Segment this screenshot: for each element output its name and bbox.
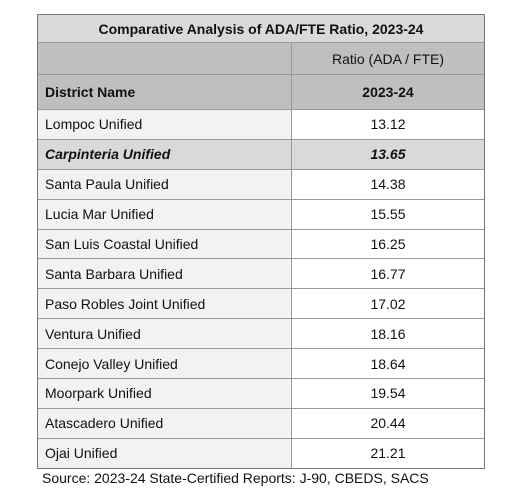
table-row: Santa Paula Unified 14.38: [38, 168, 484, 199]
source-note: Source: 2023-24 State-Certified Reports:…: [42, 470, 429, 486]
table-row: Santa Barbara Unified 16.77: [38, 258, 484, 289]
table-cell: 16.77: [370, 265, 406, 282]
table-cell: 20.44: [370, 415, 406, 432]
table-cell: Ojai Unified: [38, 438, 292, 468]
table-cell: Santa Barbara Unified: [38, 259, 292, 289]
table-row: Atascadero Unified 20.44: [38, 407, 484, 438]
table-cell: Moorpark Unified: [38, 379, 292, 408]
table-cell: Ventura Unified: [38, 319, 292, 349]
table: Comparative Analysis of ADA/FTE Ratio, 2…: [37, 14, 485, 469]
table-title: Comparative Analysis of ADA/FTE Ratio, 2…: [38, 15, 484, 42]
header-cell: 2023-24: [362, 84, 414, 100]
table-cell: 17.02: [370, 295, 406, 312]
header-cell: Ratio (ADA / FTE): [331, 50, 445, 67]
table-row: Lucia Mar Unified 15.55: [38, 198, 484, 229]
table-cell: 13.12: [370, 116, 406, 133]
table-row: Conejo Valley Unified 18.64: [38, 348, 484, 379]
table-cell: Carpinteria Unified: [38, 139, 292, 169]
table-cell: Lucia Mar Unified: [38, 199, 292, 229]
table-cell: Paso Robles Joint Unified: [38, 289, 292, 319]
header-row: District Name 2023-24: [38, 74, 484, 109]
table-cell: 15.55: [370, 206, 406, 223]
table-row: Moorpark Unified 19.54: [38, 378, 484, 408]
table-row: Ojai Unified 21.21: [38, 437, 484, 468]
table-cell: 19.54: [370, 385, 406, 402]
table-cell: Santa Paula Unified: [38, 169, 292, 199]
table-row: San Luis Coastal Unified 16.25: [38, 228, 484, 259]
table-cell: 16.25: [370, 236, 406, 252]
table-row: Lompoc Unified 13.12: [38, 109, 484, 139]
title-row: Comparative Analysis of ADA/FTE Ratio, 2…: [38, 15, 484, 42]
table-cell: Conejo Valley Unified: [38, 349, 292, 379]
table-row: Ventura Unified 18.16: [38, 318, 484, 349]
table-cell: Atascadero Unified: [38, 408, 292, 438]
header-cell: District Name: [38, 75, 292, 109]
table-row: Paso Robles Joint Unified 17.02: [38, 288, 484, 319]
table-row: Carpinteria Unified 13.65: [38, 138, 484, 169]
table-cell: 18.16: [370, 325, 406, 342]
header-cell: [38, 43, 292, 74]
table-cell: 18.64: [370, 355, 406, 372]
table-cell: Lompoc Unified: [38, 110, 292, 139]
table-cell: 21.21: [370, 445, 406, 462]
header-row: Ratio (ADA / FTE): [38, 42, 484, 74]
table-cell: 14.38: [370, 176, 406, 193]
table-cell: San Luis Coastal Unified: [38, 229, 292, 259]
table-cell: 13.65: [292, 139, 484, 169]
